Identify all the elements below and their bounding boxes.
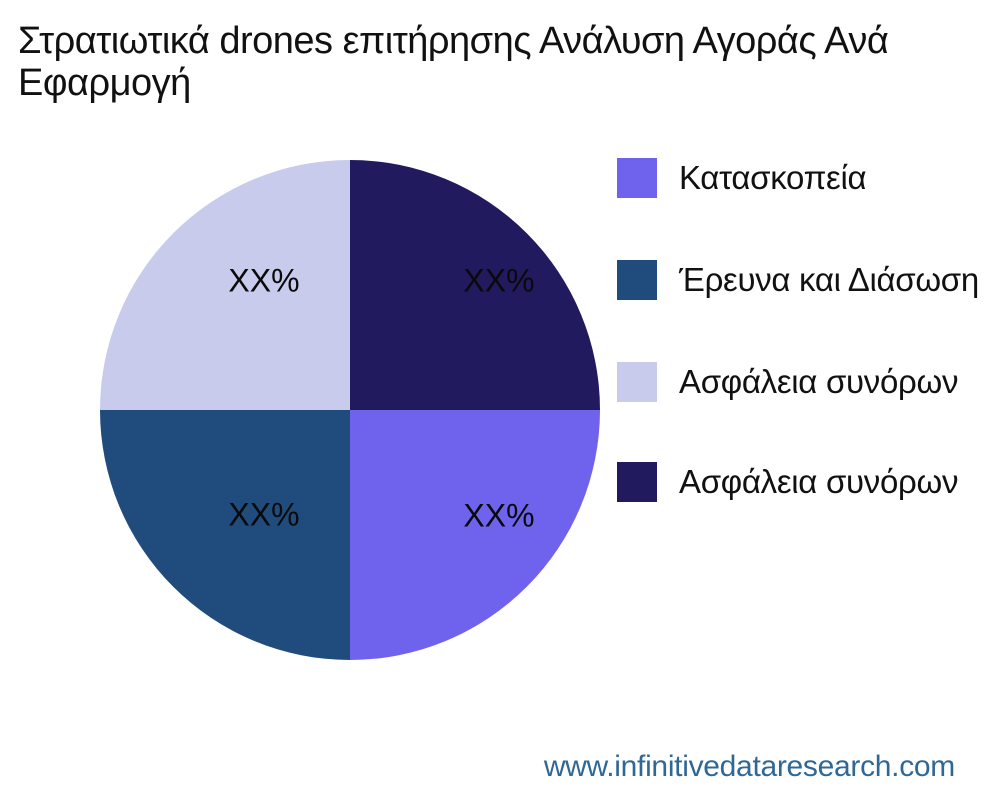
legend-label: Κατασκοπεία — [679, 159, 867, 196]
slice-value-label-bottom-right: XX% — [463, 497, 535, 534]
pie-slice-bottom-right — [350, 410, 600, 660]
footer-website-url: www.infinitivedataresearch.com — [543, 750, 955, 783]
legend-swatch-icon — [617, 362, 657, 402]
pie-chart: XX% XX% XX% XX% — [100, 160, 600, 660]
pie-slice-top-left — [100, 160, 350, 410]
slice-value-label-bottom-left: XX% — [228, 496, 300, 533]
legend-item: Έρευνα και Διάσωση — [617, 260, 979, 300]
legend-swatch-icon — [617, 158, 657, 198]
pie-svg — [100, 160, 600, 660]
legend-swatch-icon — [617, 260, 657, 300]
slice-value-label-top-left: XX% — [228, 262, 300, 299]
legend-item: Ασφάλεια συνόρων — [617, 362, 958, 402]
legend-swatch-icon — [617, 462, 657, 502]
pie-slice-top-right — [350, 160, 600, 410]
pie-slice-bottom-left — [100, 410, 350, 660]
chart-legend: Κατασκοπεία Έρευνα και Διάσωση Ασφάλεια … — [617, 158, 1000, 518]
legend-item: Κατασκοπεία — [617, 158, 867, 198]
chart-title-line2: Εφαρμογή — [18, 62, 191, 104]
legend-label: Ασφάλεια συνόρων — [679, 363, 959, 400]
chart-title: Στρατιωτικά drones επιτήρησης Ανάλυση Αγ… — [18, 20, 978, 104]
legend-label: Έρευνα και Διάσωση — [679, 261, 979, 298]
chart-title-line1: Στρατιωτικά drones επιτήρησης Ανάλυση Αγ… — [18, 20, 889, 62]
legend-item: Ασφάλεια συνόρων — [617, 462, 958, 502]
slice-value-label-top-right: XX% — [463, 262, 535, 299]
legend-label: Ασφάλεια συνόρων — [679, 463, 959, 500]
